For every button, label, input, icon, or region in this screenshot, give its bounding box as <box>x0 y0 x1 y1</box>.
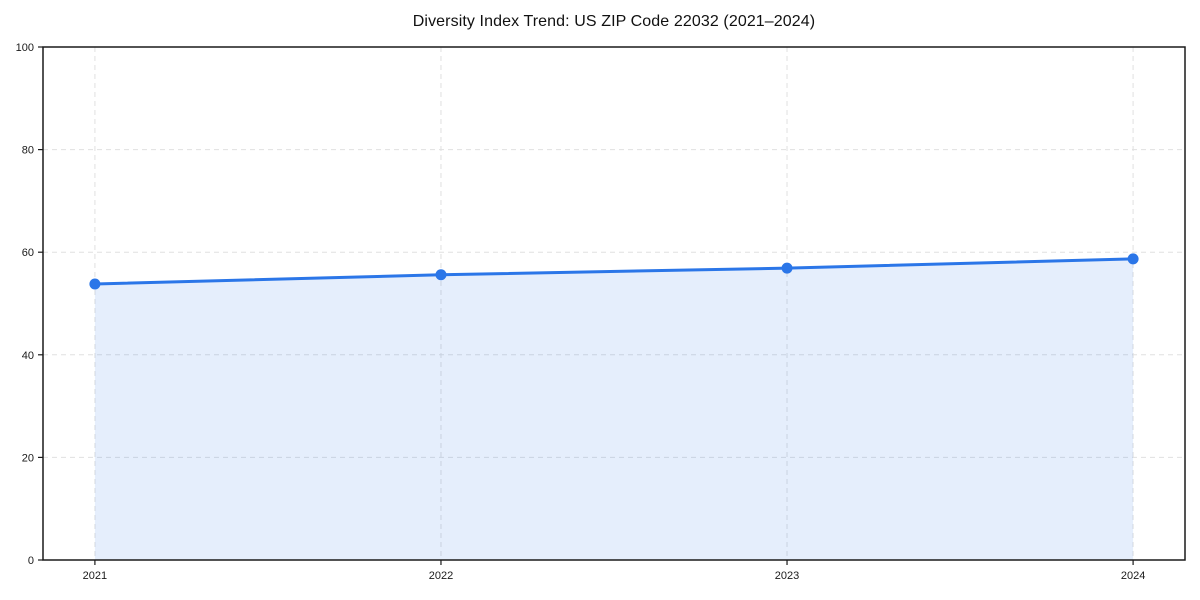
data-point-marker <box>1127 253 1139 265</box>
x-tick-label: 2022 <box>429 570 453 582</box>
x-tick-label: 2021 <box>83 570 107 582</box>
x-tick-label: 2024 <box>1121 570 1145 582</box>
y-tick-label: 100 <box>16 42 34 54</box>
y-tick-label: 40 <box>22 350 34 362</box>
data-point-marker <box>89 278 101 290</box>
chart-title: Diversity Index Trend: US ZIP Code 22032… <box>412 13 816 30</box>
y-tick-label: 60 <box>22 247 34 259</box>
area-fill <box>94 258 1134 560</box>
x-tick-label: 2023 <box>775 570 799 582</box>
plot-border <box>42 46 1186 561</box>
data-point-marker <box>435 269 447 281</box>
trend-line <box>93 257 1135 286</box>
data-point-marker <box>781 262 793 274</box>
y-tick-label: 80 <box>22 145 34 157</box>
y-tick-label: 20 <box>22 452 34 464</box>
y-tick-label: 0 <box>28 555 34 567</box>
